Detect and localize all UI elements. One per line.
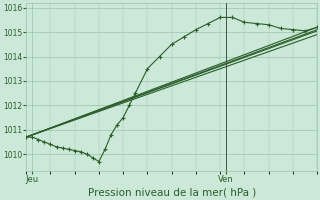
X-axis label: Pression niveau de la mer( hPa ): Pression niveau de la mer( hPa ) <box>88 187 256 197</box>
